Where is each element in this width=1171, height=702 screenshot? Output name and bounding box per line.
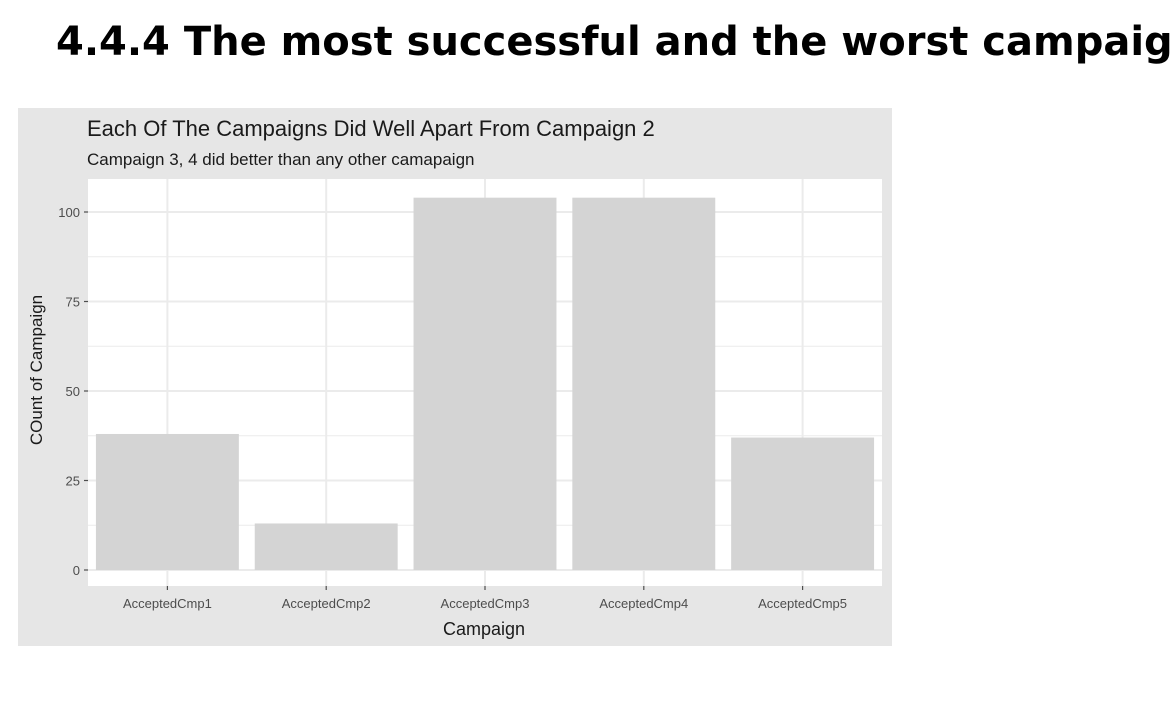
- chart-canvas: Each Of The Campaigns Did Well Apart Fro…: [18, 108, 892, 646]
- x-tick-label: AcceptedCmp5: [758, 596, 847, 611]
- y-axis: 0 25 50 75 100: [58, 205, 88, 578]
- x-axis-title: Campaign: [443, 619, 525, 639]
- y-tick-label: 0: [73, 563, 80, 578]
- chart-title: Each Of The Campaigns Did Well Apart Fro…: [87, 116, 655, 141]
- bars: [95, 197, 875, 570]
- x-tick-label: AcceptedCmp3: [441, 596, 530, 611]
- bar-AcceptedCmp2: [254, 523, 398, 570]
- x-axis: AcceptedCmp1 AcceptedCmp2 AcceptedCmp3 Acce…: [123, 586, 847, 611]
- bar-chart: Each Of The Campaigns Did Well Apart Fro…: [18, 108, 892, 646]
- y-tick-label: 75: [66, 295, 80, 310]
- y-tick-label: 50: [66, 384, 80, 399]
- y-tick-label: 100: [58, 205, 80, 220]
- bar-AcceptedCmp3: [413, 197, 557, 570]
- x-tick-label: AcceptedCmp4: [599, 596, 688, 611]
- x-tick-label: AcceptedCmp1: [123, 596, 212, 611]
- x-tick-label: AcceptedCmp2: [282, 596, 371, 611]
- bar-AcceptedCmp4: [572, 197, 716, 570]
- bar-AcceptedCmp5: [731, 437, 875, 570]
- bar-AcceptedCmp1: [95, 433, 239, 570]
- slide-heading: 4.4.4 The most successful and the worst …: [56, 19, 1171, 65]
- y-tick-label: 25: [66, 474, 80, 489]
- chart-subtitle: Campaign 3, 4 did better than any other …: [87, 150, 474, 169]
- y-axis-title: COunt of Campaign: [27, 295, 46, 445]
